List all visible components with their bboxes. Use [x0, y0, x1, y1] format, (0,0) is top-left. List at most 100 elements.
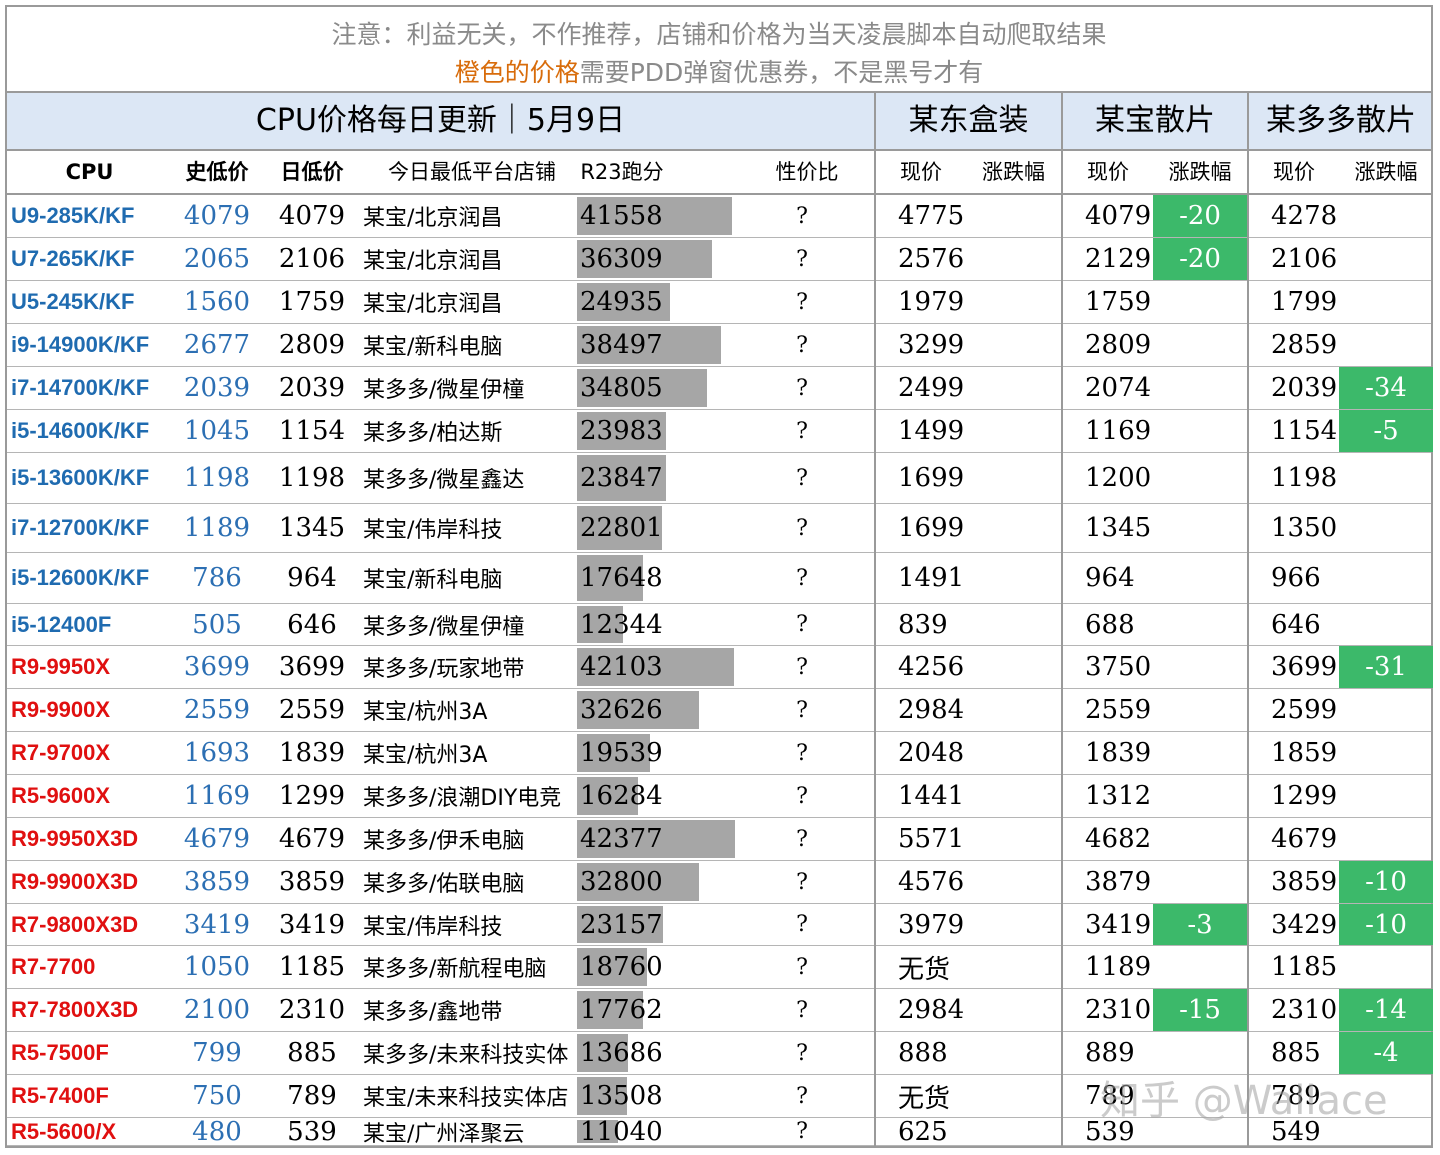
store-name: 某宝/杭州3A [363, 743, 488, 768]
r23-score-bar [577, 906, 663, 943]
value-ratio: ? [796, 912, 808, 937]
tb-change [1153, 818, 1247, 860]
hist-low-price: 2677 [183, 330, 251, 360]
hist-low-price: 786 [192, 563, 242, 593]
cpu-name: i7-14700K/KF [11, 375, 150, 400]
tb-price: 4079 [1085, 201, 1152, 231]
pdd-group-title: 某多多散片 [1266, 103, 1416, 138]
hist-low-price: 480 [192, 1118, 242, 1145]
jd-price: 4576 [898, 867, 965, 897]
r23-score-value: 13686 [580, 1038, 663, 1068]
hist-low-price: 1693 [183, 738, 251, 768]
day-low-price: 2559 [278, 695, 346, 725]
r23-score-value: 17762 [580, 995, 663, 1025]
tb-change [1153, 946, 1247, 988]
pdd-price: 3859 [1271, 867, 1338, 897]
tb-price: 889 [1085, 1038, 1135, 1068]
day-low-price: 1759 [278, 287, 346, 317]
r23-score-value: 38497 [580, 330, 663, 360]
header-pdd-price: 现价 [1273, 160, 1315, 184]
r23-score-bar [577, 555, 643, 601]
day-low-price: 964 [287, 563, 337, 593]
r23-score-cell: 36309 [577, 238, 737, 280]
r23-score-cell: 23847 [577, 453, 737, 503]
header-cpu: CPU [65, 160, 114, 184]
pdd-change: -10 [1339, 861, 1433, 903]
store-name: 某多多/柏达斯 [363, 421, 503, 446]
tb-change [1153, 861, 1247, 903]
cpu-name: R9-9950X [11, 654, 111, 679]
cpu-name: R5-7500F [11, 1040, 109, 1065]
r23-score-value: 42103 [580, 652, 663, 682]
tb-change [1153, 553, 1247, 603]
day-low-price: 3859 [278, 867, 346, 897]
cpu-name: i5-13600K/KF [11, 465, 150, 490]
r23-score-bar [577, 734, 650, 772]
header-day-low: 日低价 [280, 160, 344, 184]
store-name: 某宝/北京润昌 [363, 249, 503, 274]
table-row: R7-9700X 1693 1839 某宝/杭州3A 19539? 2048 1839 185… [7, 732, 1431, 775]
day-low-price: 1185 [278, 952, 346, 982]
pdd-change: -34 [1339, 367, 1433, 409]
day-low-price: 1154 [278, 416, 346, 446]
pdd-change [1339, 1118, 1433, 1145]
store-name: 某多多/浪潮DIY电竞 [363, 786, 562, 811]
tb-change [1153, 504, 1247, 552]
jd-change [966, 904, 1061, 945]
pdd-change [1339, 504, 1433, 552]
pdd-change: -10 [1339, 904, 1433, 945]
jd-price: 1979 [898, 287, 965, 317]
value-ratio: ? [796, 515, 808, 541]
jd-price: 无货 [898, 954, 951, 985]
hist-low-price: 4679 [183, 824, 251, 854]
tb-price: 3419 [1085, 909, 1152, 940]
day-low-price: 1299 [278, 781, 346, 811]
jd-price: 2576 [898, 244, 965, 274]
r23-score-cell: 17648 [577, 553, 737, 603]
table-row: U9-285K/KF 4079 4079 某宝/北京润昌 41558? 4775 4079-… [7, 195, 1431, 238]
store-name: 某多多/未来科技实体 [363, 1043, 569, 1068]
r23-score-cell: 18760 [577, 946, 737, 988]
pdd-price: 2106 [1271, 244, 1338, 274]
tb-price: 3879 [1085, 867, 1152, 897]
pdd-change: -14 [1339, 989, 1433, 1031]
table-row: U5-245K/KF 1560 1759 某宝/北京润昌 24935? 1979 1759 1… [7, 281, 1431, 324]
jd-price: 5571 [898, 824, 965, 854]
store-name: 某多多/佑联电脑 [363, 872, 525, 897]
r23-score-bar [577, 777, 638, 815]
r23-score-value: 22801 [580, 513, 663, 543]
table-row: R9-9900X 2559 2559 某宝/杭州3A 32626? 2984 2559 259… [7, 689, 1431, 732]
value-ratio: ? [796, 654, 808, 680]
pdd-change [1339, 238, 1433, 280]
pdd-price: 2599 [1271, 695, 1338, 725]
tb-price: 964 [1085, 563, 1135, 593]
r23-score-cell: 11040 [577, 1118, 737, 1145]
tb-change [1153, 646, 1247, 688]
r23-score-bar [577, 1120, 618, 1143]
r23-score-cell: 32626 [577, 689, 737, 731]
pdd-price: 1299 [1271, 781, 1338, 811]
jd-price: 1441 [898, 781, 965, 811]
jd-price: 839 [898, 609, 948, 640]
jd-change [966, 238, 1061, 280]
pdd-price: 885 [1271, 1038, 1321, 1068]
store-name: 某宝/伟岸科技 [363, 914, 503, 940]
table-row: i7-12700K/KF 1189 1345 某宝/伟岸科技 22801? 1699 134… [7, 504, 1431, 553]
cpu-name: R7-9800X3D [11, 911, 139, 937]
cpu-name: i5-14600K/KF [11, 418, 150, 443]
table-row: R5-7500F 799 885 某多多/未来科技实体 13686? 888 889 885-… [7, 1032, 1433, 1075]
jd-change [966, 732, 1061, 774]
hist-low-price: 1169 [183, 781, 251, 811]
jd-change [966, 1032, 1061, 1074]
r23-score-cell: 42103 [577, 646, 737, 688]
r23-score-bar [577, 326, 721, 364]
tb-group-title: 某宝散片 [1095, 103, 1215, 138]
r23-score-value: 41558 [580, 201, 663, 231]
table-row: R5-9600X 1169 1299 某多多/浪潮DIY电竞 16284? 1441 131… [7, 775, 1431, 818]
jd-change [966, 689, 1061, 731]
store-name: 某多多/玩家地带 [363, 657, 525, 682]
hist-low-price: 3699 [183, 652, 251, 682]
cpu-name: R5-7400F [11, 1083, 109, 1108]
day-low-price: 4079 [278, 201, 346, 231]
r23-score-bar [577, 455, 666, 501]
